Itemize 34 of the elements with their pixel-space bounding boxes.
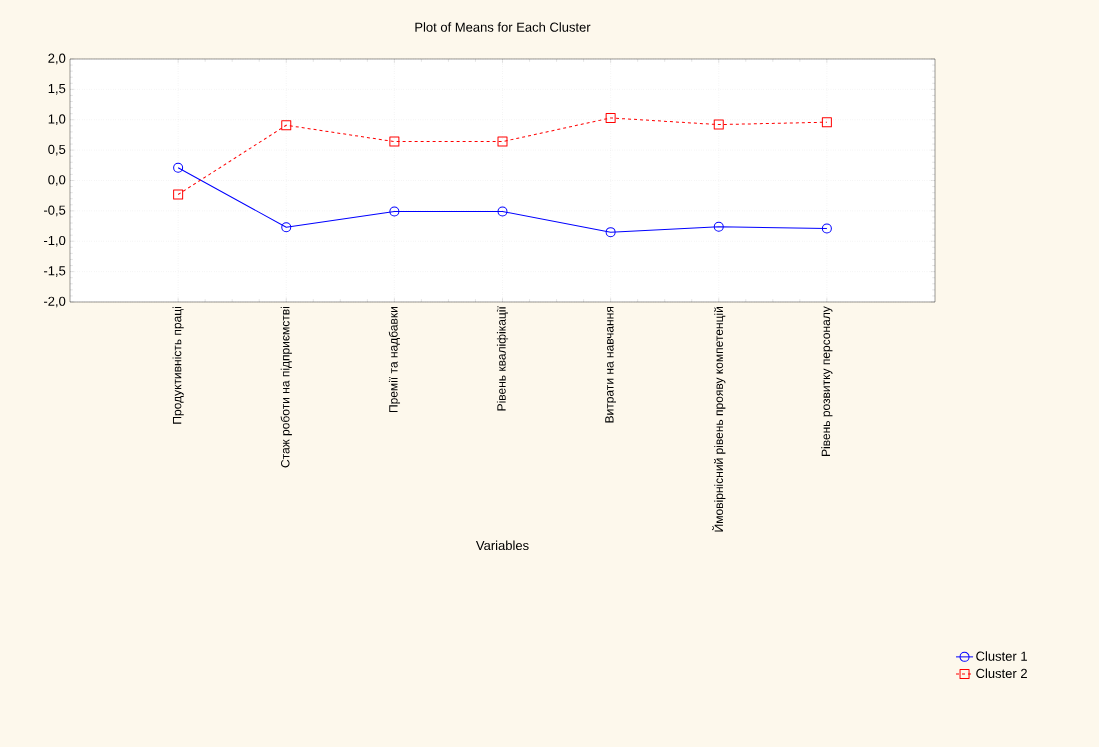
point: [713, 221, 724, 232]
point: [497, 136, 508, 147]
x-tick-label: Стаж роботи на підприємстві: [280, 307, 292, 468]
x-tick-label: Рівень розвитку персоналу: [821, 306, 833, 456]
y-tick-label: -0,5: [43, 205, 66, 217]
point: [281, 120, 292, 131]
y-tick-label: 1,5: [48, 84, 66, 95]
y-tick-label: -2,0: [43, 296, 66, 308]
y-tick-label: 0,5: [48, 144, 66, 156]
point: [281, 222, 292, 233]
point: [497, 206, 508, 217]
point: [389, 206, 400, 217]
point: [605, 112, 616, 123]
point: [605, 227, 616, 238]
y-tick-label: -1,5: [43, 266, 66, 277]
y-tick-label: 0,0: [48, 175, 66, 186]
point: [173, 189, 184, 200]
legend-label: Cluster 2: [976, 668, 1027, 679]
point: [821, 117, 832, 128]
point: [821, 223, 832, 234]
point: [173, 162, 184, 173]
x-tick-label: Ймовірнісний рівень прояву компетенцій: [712, 307, 726, 532]
legend-label: Cluster 1: [976, 651, 1027, 661]
y-tick-label: 2,0: [48, 53, 66, 65]
x-tick-label: Продуктивність праці: [172, 307, 184, 424]
chart-title: Plot of Means for Each Cluster: [415, 22, 591, 32]
x-tick-label: Витрати на навчання: [605, 307, 616, 423]
x-tick-label: Рівень кваліфікації: [496, 306, 509, 411]
x-tick-label: Премії та надбавки: [388, 307, 401, 413]
x-axis-title: Variables: [475, 540, 529, 551]
y-tick-label: -1,0: [43, 235, 66, 247]
point: [389, 136, 400, 147]
y-tick-label: 1,0: [48, 114, 66, 126]
point: [713, 119, 724, 130]
